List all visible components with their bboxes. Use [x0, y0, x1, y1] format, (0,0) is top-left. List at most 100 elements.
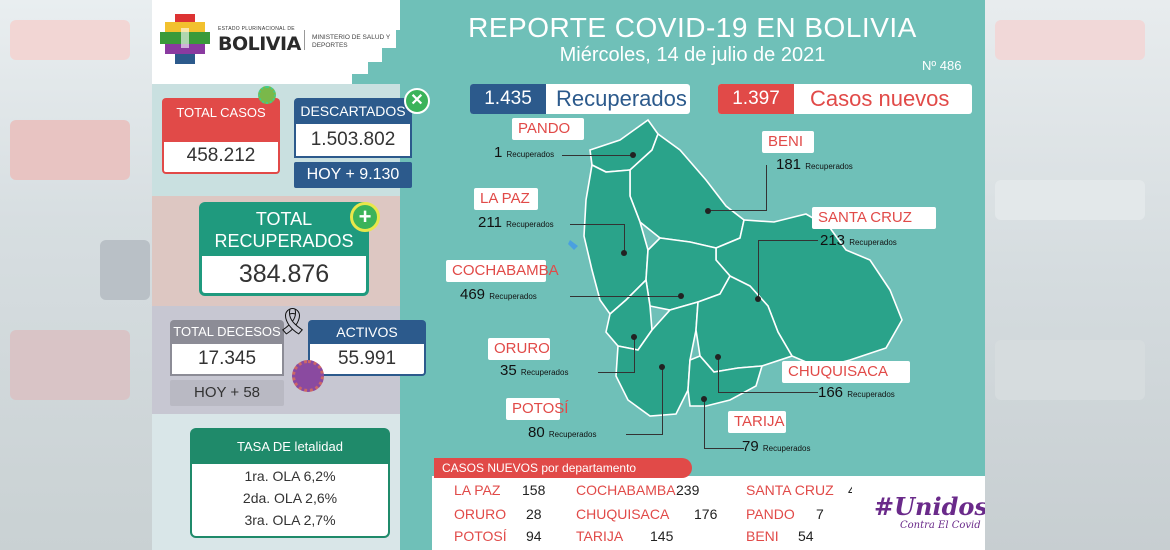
lethality-line: 1ra. OLA 6,2%	[244, 468, 336, 484]
blurred-shape	[995, 20, 1145, 60]
campaign-badge-subtext: Contra El Covid	[900, 520, 981, 531]
unit: Recuperados	[805, 162, 853, 171]
left-blurred-background	[0, 0, 152, 550]
pointer-line	[598, 372, 634, 373]
pointer-line	[570, 224, 624, 225]
dept-santacruz-label: SANTA CRUZ	[812, 207, 936, 229]
table-dept-name: ORURO	[454, 506, 507, 522]
pointer-line	[766, 165, 767, 211]
total-recovered-value: 384.876	[199, 256, 369, 296]
deaths-today: HOY + 58	[170, 380, 284, 406]
blurred-shape	[10, 120, 130, 180]
recovered-today-value: 1.435	[470, 84, 546, 114]
x-circle-icon: ✕	[404, 88, 430, 114]
bolivia-map	[568, 118, 903, 417]
pointer-dot	[630, 152, 636, 158]
table-dept-name: TARIJA	[576, 528, 624, 544]
lethality-line: 3ra. OLA 2,7%	[244, 512, 336, 528]
value: 80	[528, 424, 545, 441]
value: 211	[478, 214, 502, 231]
pointer-dot	[659, 364, 665, 370]
new-cases-label: Casos nuevos	[810, 86, 950, 111]
blurred-shape	[10, 330, 130, 400]
right-blurred-background	[985, 0, 1170, 550]
recovered-pill: 1.435 Recuperados	[470, 84, 690, 114]
logo-small-text: ESTADO PLURINACIONAL DE	[218, 26, 295, 32]
dept-tarija-value: 79 Recuperados	[742, 438, 810, 455]
lake-titicaca	[568, 240, 578, 250]
value: 469	[460, 286, 486, 303]
lethality-title: TASA DE letalidad	[190, 428, 390, 466]
table-dept-name: PANDO	[746, 506, 795, 522]
dept-beni-label: BENI	[762, 131, 814, 153]
new-cases-table-title: CASOS NUEVOS por departamento	[434, 458, 692, 478]
pointer-line	[624, 224, 625, 252]
blurred-shape	[100, 240, 150, 300]
lethality-box: 1ra. OLA 6,2% 2da. OLA 2,6% 3ra. OLA 2,7…	[190, 464, 390, 538]
dept-santacruz-value: 213 Recuperados	[820, 232, 897, 249]
unit: Recuperados	[520, 368, 569, 377]
dept-potosi-label: POTOSÍ	[506, 398, 568, 420]
unit: Recuperados	[849, 238, 897, 247]
unit: Recuperados	[548, 430, 597, 439]
report-number: Nº 486	[922, 58, 962, 73]
unit: Recuperados	[506, 220, 554, 229]
total-cases-label: TOTAL CASOS	[162, 98, 280, 144]
campaign-badge	[852, 476, 985, 550]
pointer-line	[707, 210, 767, 211]
pointer-dot	[631, 334, 637, 340]
pointer-dot	[755, 296, 761, 302]
table-dept-name: SANTA CRUZ	[746, 482, 834, 498]
government-logo: ESTADO PLURINACIONAL DE BOLIVIA	[160, 12, 301, 68]
logo-separator	[304, 30, 305, 50]
total-cases-value: 458.212	[162, 142, 280, 174]
report-title: REPORTE COVID-19 EN BOLIVIA	[468, 12, 917, 43]
value: 79	[742, 438, 759, 455]
ministry-name: MINISTERIO DE SALUD Y DEPORTES	[312, 34, 391, 49]
unit: Recuperados	[489, 292, 537, 301]
pointer-line	[758, 240, 759, 298]
unit: Recuperados	[762, 444, 811, 453]
recovered-today-label: Recuperados	[556, 86, 687, 111]
plus-circle-icon: +	[350, 202, 380, 232]
new-cases-value: 1.397	[718, 84, 794, 114]
dept-lapaz-label: LA PAZ	[474, 188, 538, 210]
pointer-dot	[678, 293, 684, 299]
map-tarija	[687, 355, 764, 407]
dept-cochabamba-label: COCHABAMBA	[446, 260, 559, 282]
table-dept-name: LA PAZ	[454, 482, 501, 498]
pointer-dot	[705, 208, 711, 214]
table-dept-value: 145	[650, 528, 674, 544]
table-dept-value: 94	[526, 528, 542, 544]
total-deaths-label: TOTAL DECESOS	[170, 320, 284, 344]
logo-header: ESTADO PLURINACIONAL DE BOLIVIA MINISTER…	[152, 0, 400, 84]
pointer-line	[570, 296, 680, 297]
table-dept-value: 54	[798, 528, 814, 544]
mourning-ribbon-icon: 🎗	[276, 306, 310, 336]
pointer-line	[626, 434, 662, 435]
table-dept-name: COCHABAMBA	[576, 482, 676, 498]
dept-tarija-label: TARIJA	[728, 411, 786, 433]
discarded-today: HOY + 9.130	[294, 162, 412, 188]
logo-country-name: BOLIVIA	[218, 33, 301, 55]
dept-oruro-value: 35 Recuperados	[500, 362, 568, 379]
value: 213	[820, 232, 846, 249]
new-cases-table	[432, 476, 852, 550]
dept-pando-value: 1 Recuperados	[494, 144, 554, 161]
table-dept-value: 28	[526, 506, 542, 522]
dept-potosi-value: 80 Recuperados	[528, 424, 596, 441]
virus-icon	[292, 360, 324, 392]
dept-chuquisaca-label: CHUQUISACA	[782, 361, 910, 383]
dept-lapaz-value: 211 Recuperados	[478, 214, 554, 231]
covid-report-card: ESTADO PLURINACIONAL DE BOLIVIA MINISTER…	[152, 0, 985, 550]
value: 181	[776, 156, 802, 173]
lethality-line: 2da. OLA 2,6%	[242, 490, 338, 506]
pointer-dot	[621, 250, 627, 256]
pointer-dot	[715, 354, 721, 360]
discarded-label: DESCARTADOS	[294, 98, 412, 124]
discarded-value: 1.503.802	[294, 124, 412, 158]
value: 35	[500, 362, 517, 379]
pointer-dot	[701, 396, 707, 402]
value: 166	[818, 384, 844, 401]
stair-decoration	[352, 0, 412, 84]
